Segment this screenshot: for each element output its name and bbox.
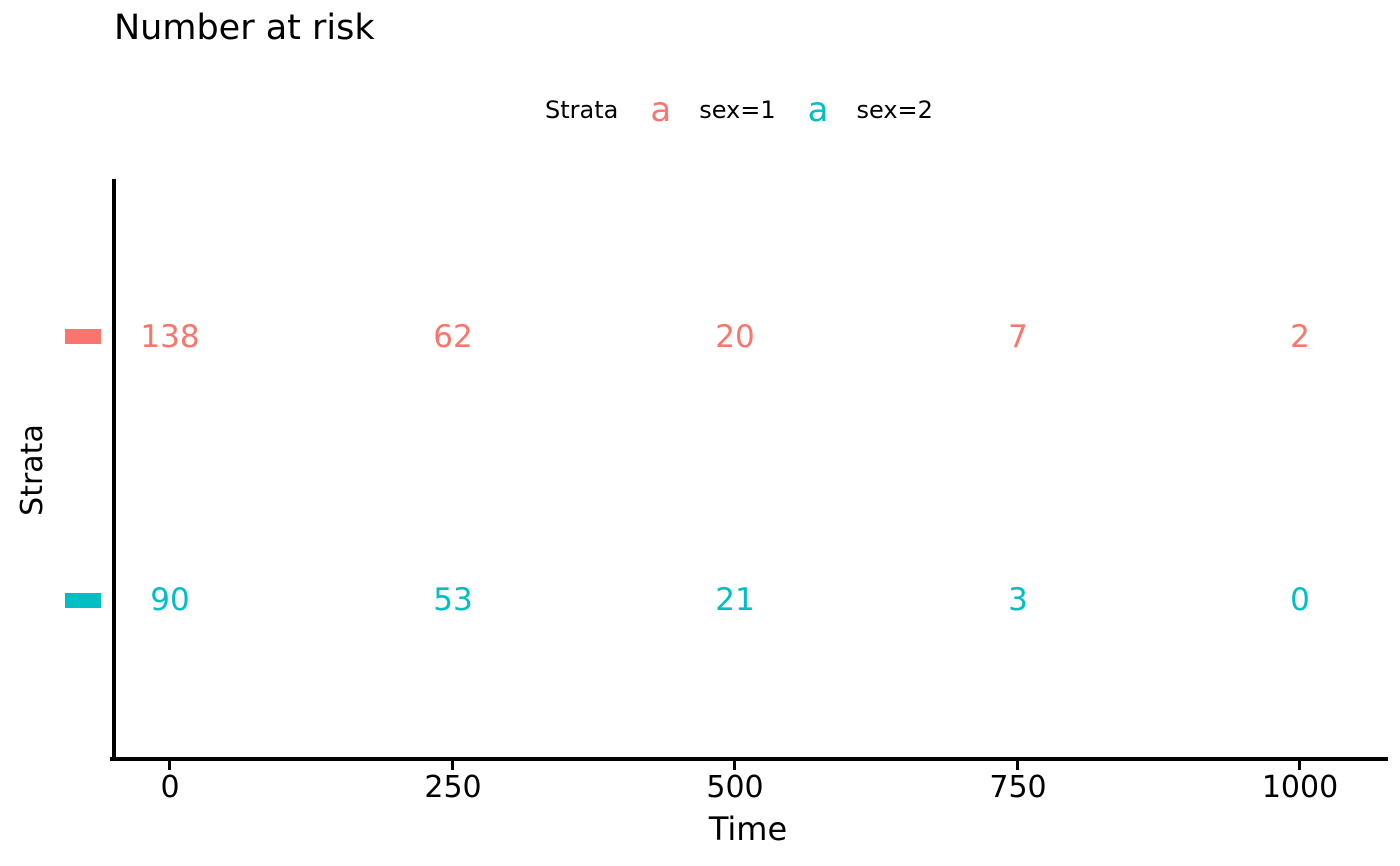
x-tick-label-250: 250 — [424, 770, 482, 805]
x-tick-label-1000: 1000 — [1261, 770, 1339, 805]
y-axis-line — [112, 179, 116, 761]
risk-count-sex1-t1000: 2 — [1290, 319, 1310, 355]
x-tick-mark-250 — [451, 761, 454, 770]
legend-key-glyph-sex2: a — [807, 90, 829, 130]
x-tick-mark-0 — [168, 761, 171, 770]
x-tick-mark-500 — [733, 761, 736, 770]
y-tick-sex1 — [65, 329, 101, 344]
risk-count-sex1-t750: 7 — [1008, 319, 1028, 355]
x-axis-title: Time — [708, 810, 788, 848]
risk-count-sex2-t1000: 0 — [1290, 582, 1310, 618]
y-tick-sex2 — [65, 593, 101, 608]
x-tick-label-750: 750 — [989, 770, 1047, 805]
legend-key-glyph-sex1: a — [650, 90, 672, 130]
risk-count-sex2-t750: 3 — [1008, 582, 1028, 618]
y-axis-title: Strata — [15, 424, 50, 516]
legend-label-sex1: sex=1 — [699, 96, 776, 124]
x-tick-label-500: 500 — [706, 770, 764, 805]
x-axis-line — [110, 757, 1388, 761]
risk-count-sex1-t250: 62 — [433, 319, 473, 355]
legend-title: Strata — [545, 96, 619, 124]
risk-count-sex2-t500: 21 — [715, 582, 755, 618]
x-tick-label-0: 0 — [160, 770, 180, 805]
risk-count-sex1-t0: 138 — [140, 319, 200, 355]
x-tick-mark-1000 — [1298, 761, 1301, 770]
legend: Strata a sex=1 a sex=2 — [545, 88, 933, 132]
chart-title: Number at risk — [114, 8, 375, 48]
legend-item-sex2: a sex=2 — [808, 93, 933, 127]
legend-label-sex2: sex=2 — [856, 96, 933, 124]
risk-count-sex2-t250: 53 — [433, 582, 473, 618]
x-tick-mark-750 — [1016, 761, 1019, 770]
legend-item-sex1: a sex=1 — [650, 93, 775, 127]
risk-count-sex2-t0: 90 — [150, 582, 190, 618]
risk-count-sex1-t500: 20 — [715, 319, 755, 355]
